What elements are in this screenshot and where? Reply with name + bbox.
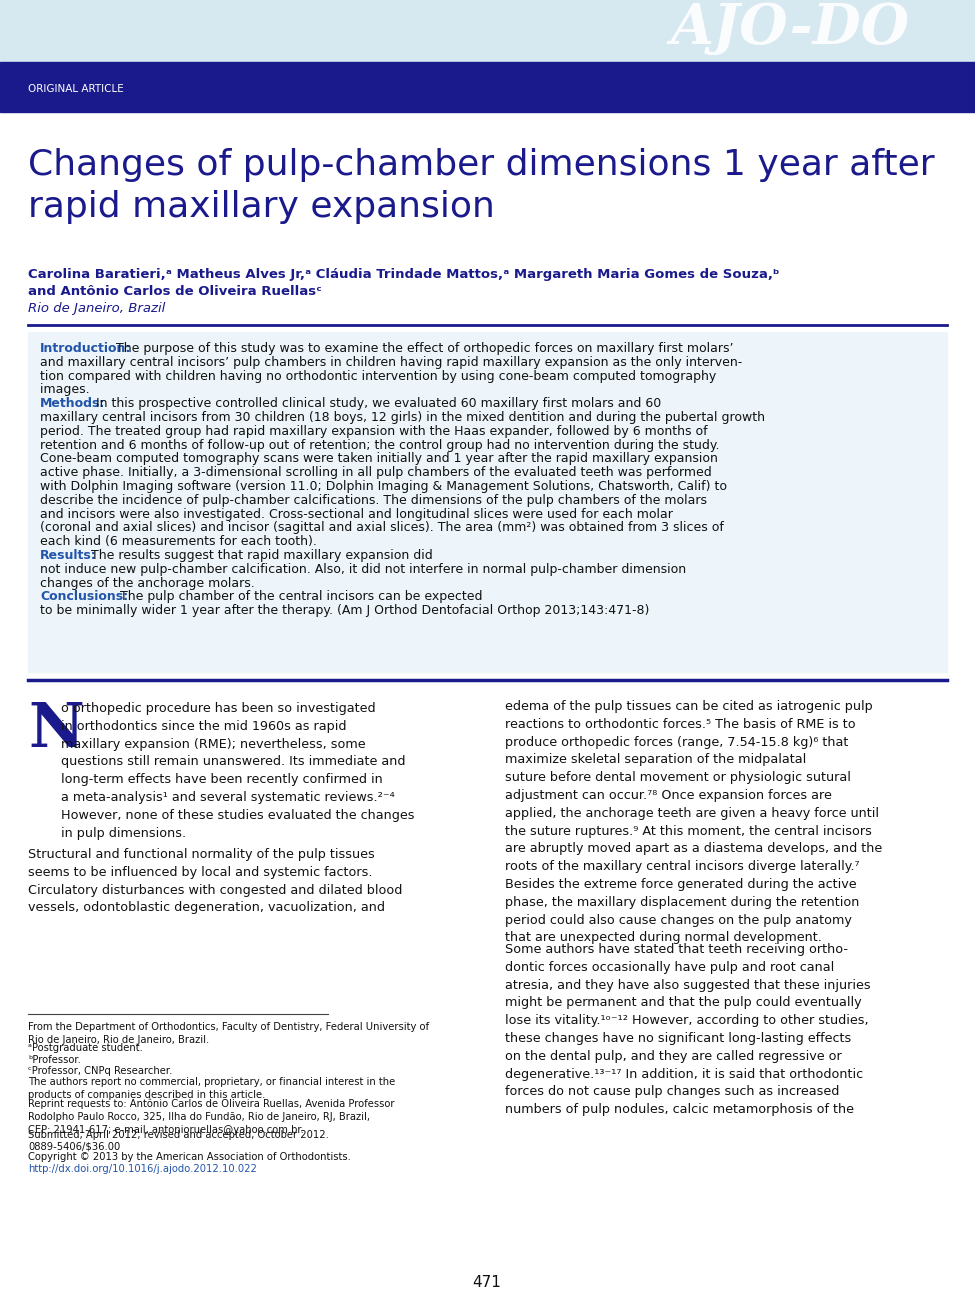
Text: In this prospective controlled clinical study, we evaluated 60 maxillary first m: In this prospective controlled clinical …	[92, 397, 661, 410]
Text: The pulp chamber of the central incisors can be expected: The pulp chamber of the central incisors…	[116, 590, 483, 603]
Text: edema of the pulp tissues can be cited as iatrogenic pulp
reactions to orthodont: edema of the pulp tissues can be cited a…	[505, 699, 882, 945]
Text: Copyright © 2013 by the American Association of Orthodontists.: Copyright © 2013 by the American Associa…	[28, 1152, 351, 1163]
Text: describe the incidence of pulp-chamber calcifications. The dimensions of the pul: describe the incidence of pulp-chamber c…	[40, 493, 707, 506]
Text: with Dolphin Imaging software (version 11.0; Dolphin Imaging & Management Soluti: with Dolphin Imaging software (version 1…	[40, 480, 727, 493]
Text: Submitted, April 2012; revised and accepted, October 2012.: Submitted, April 2012; revised and accep…	[28, 1130, 329, 1141]
Text: and incisors were also investigated. Cross-sectional and longitudinal slices wer: and incisors were also investigated. Cro…	[40, 508, 673, 521]
Text: o orthopedic procedure has been so investigated
in orthodontics since the mid 19: o orthopedic procedure has been so inves…	[61, 702, 414, 839]
Text: Methods:: Methods:	[40, 397, 105, 410]
Text: ᵇProfessor.: ᵇProfessor.	[28, 1054, 81, 1065]
Text: The authors report no commercial, proprietary, or financial interest in the
prod: The authors report no commercial, propri…	[28, 1077, 395, 1100]
Bar	[0, 63, 975, 112]
Bar	[0, 0, 975, 63]
Text: Introduction:: Introduction:	[40, 342, 132, 355]
Text: http://dx.doi.org/10.1016/j.ajodo.2012.10.022: http://dx.doi.org/10.1016/j.ajodo.2012.1…	[28, 1164, 256, 1173]
Text: Results:: Results:	[40, 549, 97, 562]
Text: and maxillary central incisors’ pulp chambers in children having rapid maxillary: and maxillary central incisors’ pulp cha…	[40, 356, 742, 369]
Text: retention and 6 months of follow-up out of retention; the control group had no i: retention and 6 months of follow-up out …	[40, 438, 720, 452]
Text: ᶜProfessor, CNPq Researcher.: ᶜProfessor, CNPq Researcher.	[28, 1066, 173, 1075]
Text: images.: images.	[40, 384, 94, 397]
Text: maxillary central incisors from 30 children (18 boys, 12 girls) in the mixed den: maxillary central incisors from 30 child…	[40, 411, 765, 424]
Text: to be minimally wider 1 year after the therapy. (Am J Orthod Dentofacial Orthop : to be minimally wider 1 year after the t…	[40, 604, 649, 617]
Text: period. The treated group had rapid maxillary expansion with the Haas expander, : period. The treated group had rapid maxi…	[40, 425, 708, 437]
Bar	[28, 331, 947, 672]
Text: ᵃPostgraduate student.: ᵃPostgraduate student.	[28, 1044, 143, 1053]
Text: active phase. Initially, a 3-dimensional scrolling in all pulp chambers of the e: active phase. Initially, a 3-dimensional…	[40, 466, 712, 479]
Text: 0889-5406/$36.00: 0889-5406/$36.00	[28, 1141, 120, 1151]
Text: Rio de Janeiro, Brazil: Rio de Janeiro, Brazil	[28, 301, 165, 315]
Text: The purpose of this study was to examine the effect of orthopedic forces on maxi: The purpose of this study was to examine…	[112, 342, 733, 355]
Text: (coronal and axial slices) and incisor (sagittal and axial slices). The area (mm: (coronal and axial slices) and incisor (…	[40, 522, 723, 535]
Text: Conclusions:: Conclusions:	[40, 590, 128, 603]
Text: not induce new pulp-chamber calcification. Also, it did not interfere in normal : not induce new pulp-chamber calcificatio…	[40, 562, 686, 576]
Text: From the Department of Orthodontics, Faculty of Dentistry, Federal University of: From the Department of Orthodontics, Fac…	[28, 1022, 429, 1045]
Text: Cone-beam computed tomography scans were taken initially and 1 year after the ra: Cone-beam computed tomography scans were…	[40, 453, 718, 466]
Text: Some authors have stated that teeth receiving ortho-
dontic forces occasionally : Some authors have stated that teeth rece…	[505, 944, 871, 1116]
Text: tion compared with children having no orthodontic intervention by using cone-bea: tion compared with children having no or…	[40, 369, 717, 382]
Text: Reprint requests to: Antônio Carlos de Oliveira Ruellas, Avenida Professor
Rodol: Reprint requests to: Antônio Carlos de O…	[28, 1099, 395, 1134]
Text: Structural and functional normality of the pulp tissues
seems to be influenced b: Structural and functional normality of t…	[28, 848, 403, 915]
Text: changes of the anchorage molars.: changes of the anchorage molars.	[40, 577, 258, 590]
Text: each kind (6 measurements for each tooth).: each kind (6 measurements for each tooth…	[40, 535, 321, 548]
Text: Changes of pulp-chamber dimensions 1 year after
rapid maxillary expansion: Changes of pulp-chamber dimensions 1 yea…	[28, 147, 935, 224]
Text: The results suggest that rapid maxillary expansion did: The results suggest that rapid maxillary…	[87, 549, 433, 562]
Text: N: N	[28, 699, 84, 760]
Text: and Antônio Carlos de Oliveira Ruellasᶜ: and Antônio Carlos de Oliveira Ruellasᶜ	[28, 284, 322, 298]
Text: 471: 471	[473, 1275, 501, 1291]
Text: ORIGINAL ARTICLE: ORIGINAL ARTICLE	[28, 84, 124, 94]
Text: Carolina Baratieri,ᵃ Matheus Alves Jr,ᵃ Cláudia Trindade Mattos,ᵃ Margareth Mari: Carolina Baratieri,ᵃ Matheus Alves Jr,ᵃ …	[28, 268, 779, 281]
Text: AJO-DO: AJO-DO	[671, 0, 910, 56]
